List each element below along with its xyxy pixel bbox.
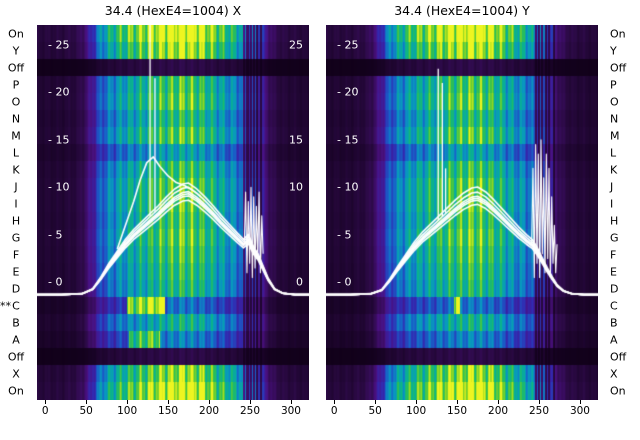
x-tick-mark bbox=[579, 400, 581, 404]
x-tick-label: 150 bbox=[158, 405, 179, 417]
x-tick-label: 300 bbox=[569, 405, 590, 417]
y-tick-label: - 15 bbox=[337, 133, 359, 147]
row-label-left: L bbox=[12, 146, 20, 160]
row-label-right: A bbox=[610, 333, 618, 347]
x-tick-mark bbox=[45, 400, 47, 404]
row-label-left: F bbox=[12, 248, 20, 262]
y-tick-label: - 25 bbox=[337, 38, 359, 52]
row-label-right: L bbox=[610, 146, 617, 160]
y-tick-label-right: 0 bbox=[296, 275, 303, 289]
row-label-right: O bbox=[610, 95, 619, 109]
row-label-left: X bbox=[12, 367, 20, 381]
row-marker: ** bbox=[0, 299, 11, 313]
row-label-left: D bbox=[11, 282, 21, 296]
x-tick-label: 200 bbox=[199, 405, 220, 417]
row-label-right: Off bbox=[610, 61, 627, 75]
x-tick-label: 50 bbox=[368, 405, 382, 417]
row-label-left: E bbox=[12, 265, 20, 279]
y-tick-label-right: 15 bbox=[289, 133, 303, 147]
row-label-right: Y bbox=[610, 44, 617, 58]
row-label-right: H bbox=[610, 214, 619, 228]
y-tick-label: - 5 bbox=[48, 228, 63, 242]
row-label-right: E bbox=[610, 265, 617, 279]
row-label-left: Off bbox=[7, 61, 25, 75]
row-label-left: N bbox=[11, 112, 21, 126]
y-tick-label: - 10 bbox=[337, 180, 359, 194]
x-tick-label: 150 bbox=[447, 405, 468, 417]
row-label-left: On bbox=[8, 384, 24, 398]
row-label-left: On bbox=[8, 27, 24, 41]
x-tick-mark bbox=[209, 400, 211, 404]
x-tick-mark bbox=[86, 400, 88, 404]
y-tick-label: - 0 bbox=[337, 275, 352, 289]
row-label-left: B bbox=[12, 316, 20, 330]
y-tick-label: - 0 bbox=[48, 275, 63, 289]
x-tick-mark bbox=[290, 400, 292, 404]
row-labels-left: On Y Off P O N M L K J I H G F E D C B A Off X On ** bbox=[0, 25, 32, 400]
row-label-left: Off bbox=[7, 350, 25, 364]
y-tick-label: - 15 bbox=[48, 133, 70, 147]
y-tick-label: - 25 bbox=[48, 38, 70, 52]
x-tick-mark bbox=[375, 400, 377, 404]
x-tick-label: 100 bbox=[117, 405, 138, 417]
x-tick-label: 50 bbox=[79, 405, 93, 417]
row-label-right: G bbox=[610, 231, 619, 245]
heatmap-canvas-y bbox=[326, 25, 598, 400]
row-label-left: C bbox=[12, 299, 20, 313]
x-tick-label: 200 bbox=[488, 405, 509, 417]
row-label-right: X bbox=[610, 367, 618, 381]
row-label-left: G bbox=[11, 231, 21, 245]
row-label-right: J bbox=[610, 180, 614, 194]
x-tick-label: 250 bbox=[239, 405, 261, 417]
x-tick-mark bbox=[457, 400, 459, 404]
y-tick-label: - 10 bbox=[48, 180, 70, 194]
y-tick-label: - 5 bbox=[337, 228, 352, 242]
heatmap-plot-y: - 25 - 20 - 15 - 10 - 5 - 0 bbox=[326, 25, 598, 400]
row-label-right: C bbox=[610, 299, 618, 313]
row-label-right: M bbox=[610, 129, 620, 143]
row-label-right: P bbox=[610, 78, 617, 92]
row-label-right: D bbox=[610, 282, 619, 296]
row-label-left: H bbox=[11, 214, 21, 228]
x-tick-mark bbox=[334, 400, 336, 404]
y-tick-label-right: 25 bbox=[289, 38, 303, 52]
plot-title-y: 34.4 (HexE4=1004) Y bbox=[394, 3, 530, 18]
y-tick-label-right: 10 bbox=[289, 180, 303, 194]
x-tick-mark bbox=[416, 400, 418, 404]
row-label-right: F bbox=[610, 248, 617, 262]
x-tick-mark bbox=[127, 400, 129, 404]
row-label-right: On bbox=[610, 384, 626, 398]
x-tick-label: 100 bbox=[406, 405, 427, 417]
heatmap-plot-x: - 25 - 20 - 15 - 10 - 5 - 0 25 15 10 0 bbox=[37, 25, 309, 400]
row-label-left: Y bbox=[12, 44, 20, 58]
y-tick-label: - 20 bbox=[48, 85, 70, 99]
x-tick-mark bbox=[168, 400, 170, 404]
row-label-left: A bbox=[12, 333, 20, 347]
row-label-left: J bbox=[14, 180, 18, 194]
row-label-right: Off bbox=[610, 350, 627, 364]
x-tick-mark bbox=[498, 400, 500, 404]
x-tick-label: 250 bbox=[528, 405, 550, 417]
row-label-right: N bbox=[610, 112, 619, 126]
row-label-left: P bbox=[12, 78, 20, 92]
row-labels-right: On Y Off P O N M L K J I H G F E D C B A Off X On bbox=[604, 25, 640, 400]
heatmap-canvas-x bbox=[37, 25, 309, 400]
x-tick-label: 0 bbox=[330, 405, 338, 417]
row-label-left: K bbox=[12, 163, 20, 177]
row-label-right: K bbox=[610, 163, 618, 177]
x-tick-label: 0 bbox=[41, 405, 49, 417]
y-tick-label: - 20 bbox=[337, 85, 359, 99]
plot-title-x: 34.4 (HexE4=1004) X bbox=[104, 3, 242, 18]
row-label-right: B bbox=[610, 316, 618, 330]
x-tick-label: 300 bbox=[280, 405, 301, 417]
row-label-left: O bbox=[11, 95, 21, 109]
row-label-left: I bbox=[14, 197, 18, 211]
x-tick-mark bbox=[539, 400, 540, 404]
row-label-right: On bbox=[610, 27, 626, 41]
x-tick-mark bbox=[250, 400, 251, 404]
row-label-right: I bbox=[610, 197, 614, 211]
row-label-left: M bbox=[11, 129, 21, 143]
